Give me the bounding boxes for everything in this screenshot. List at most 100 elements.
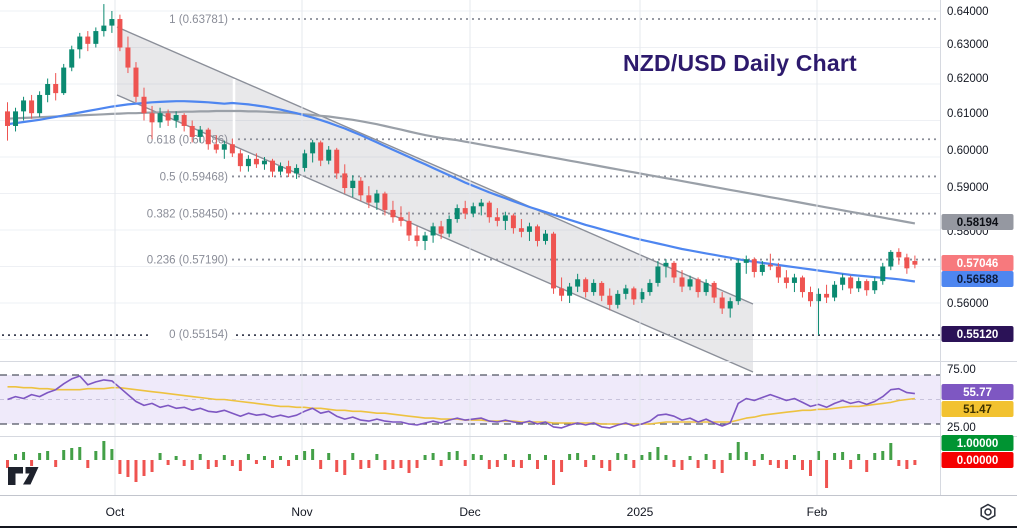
histogram-bar <box>238 460 242 471</box>
candle <box>13 107 19 132</box>
histogram-bar <box>857 454 861 460</box>
candle-body <box>591 282 597 293</box>
candle-body <box>229 144 235 154</box>
last-price-badge-text: 0.57046 <box>957 258 999 270</box>
candle-body <box>735 262 741 302</box>
ma50-price-badge: 0.56588 <box>941 271 1014 287</box>
indicator-low-badge-text: 0.00000 <box>957 455 999 467</box>
histogram-bar <box>744 452 748 460</box>
histogram-bar <box>78 447 82 460</box>
histogram-bar <box>568 454 572 460</box>
candle-body <box>382 193 388 210</box>
candle-body <box>470 206 476 214</box>
histogram-bar <box>54 460 58 467</box>
candle-body <box>791 277 797 283</box>
ma50-price-badge-text: 0.56588 <box>957 274 999 286</box>
histogram-bar <box>833 453 837 460</box>
candle-body <box>141 96 147 114</box>
candle-body <box>551 233 557 289</box>
candle-body <box>53 84 59 94</box>
ma200-price-badge-bg <box>941 214 1014 230</box>
candle <box>318 140 324 167</box>
candle <box>526 222 532 241</box>
histogram-bar <box>463 460 467 466</box>
candle-body <box>486 202 492 218</box>
candle <box>53 73 59 101</box>
histogram-bar <box>134 460 138 482</box>
price-axis-label: 0.56000 <box>947 298 989 310</box>
candle-body <box>278 166 284 172</box>
candle <box>486 200 492 223</box>
candle <box>840 273 846 291</box>
time-axis[interactable]: Oct Nov Dec 2025 Feb <box>106 503 996 521</box>
candle-body <box>478 202 484 207</box>
window-bottom-border <box>0 526 1017 528</box>
candle-body <box>109 19 115 26</box>
candle <box>229 138 235 157</box>
candle <box>117 14 123 52</box>
settings-icon[interactable] <box>980 503 996 521</box>
price-axis-label: 0.63000 <box>947 39 989 51</box>
candle-body <box>93 31 99 44</box>
price-axis-label: 0.62000 <box>947 73 989 85</box>
candle-body <box>703 282 709 293</box>
candle <box>607 288 613 311</box>
candle-body <box>310 142 316 154</box>
candle <box>808 286 813 307</box>
candle-body <box>832 284 838 298</box>
candle-body <box>454 208 460 220</box>
candle-body <box>840 277 846 285</box>
histogram-bar <box>174 456 178 460</box>
candle-body <box>655 266 661 283</box>
histogram-bar <box>809 460 812 476</box>
candle <box>470 202 476 218</box>
candle-body <box>575 279 581 287</box>
candle-body <box>406 220 412 236</box>
histogram-bar <box>495 460 499 467</box>
ma200-price-badge-text: 0.58194 <box>957 217 999 229</box>
settings-icon-hexagon <box>980 503 996 521</box>
histogram-bar <box>881 451 885 460</box>
rsi-value-badge-bg <box>941 384 1014 400</box>
candle <box>783 270 789 289</box>
candle-body <box>671 262 677 278</box>
histogram-bar <box>158 453 162 460</box>
candle <box>85 31 91 52</box>
histogram-bar <box>736 442 740 460</box>
histogram-bar <box>335 460 339 472</box>
candle <box>599 281 605 302</box>
histogram-bar <box>46 451 50 460</box>
histogram-bar <box>487 460 491 469</box>
candle <box>261 157 267 170</box>
histogram-pane[interactable] <box>6 441 917 488</box>
candle <box>583 277 589 298</box>
rsi-ma-value-badge-text: 51.47 <box>963 404 992 416</box>
tradingview-logo[interactable] <box>8 466 42 486</box>
histogram-bar <box>22 452 26 460</box>
ma50-line <box>7 100 916 283</box>
candle-body <box>912 261 918 265</box>
last-price-badge: 0.57046 <box>941 255 1014 271</box>
candle-body <box>759 264 765 272</box>
candle-body <box>189 125 195 137</box>
candle <box>663 259 669 278</box>
candle-body <box>615 293 621 305</box>
candle-body <box>302 153 308 168</box>
channel-upper-line <box>116 26 754 305</box>
candle <box>29 94 35 119</box>
candle-body <box>261 160 267 165</box>
candle <box>848 275 854 294</box>
candle <box>518 219 524 238</box>
histogram-bar <box>720 460 724 473</box>
candle-body <box>213 144 219 150</box>
price-axis[interactable]: 0.64000 0.63000 0.62000 0.61000 0.60000 0.590… <box>941 6 1014 468</box>
histogram-bar <box>576 453 580 460</box>
histogram-bar <box>624 454 628 460</box>
candle <box>422 231 428 251</box>
rsi-ma-value-badge: 51.47 <box>941 401 1014 417</box>
candle-body <box>181 115 187 126</box>
last-price-badge-bg <box>941 255 1014 271</box>
candle-body <box>366 195 372 203</box>
